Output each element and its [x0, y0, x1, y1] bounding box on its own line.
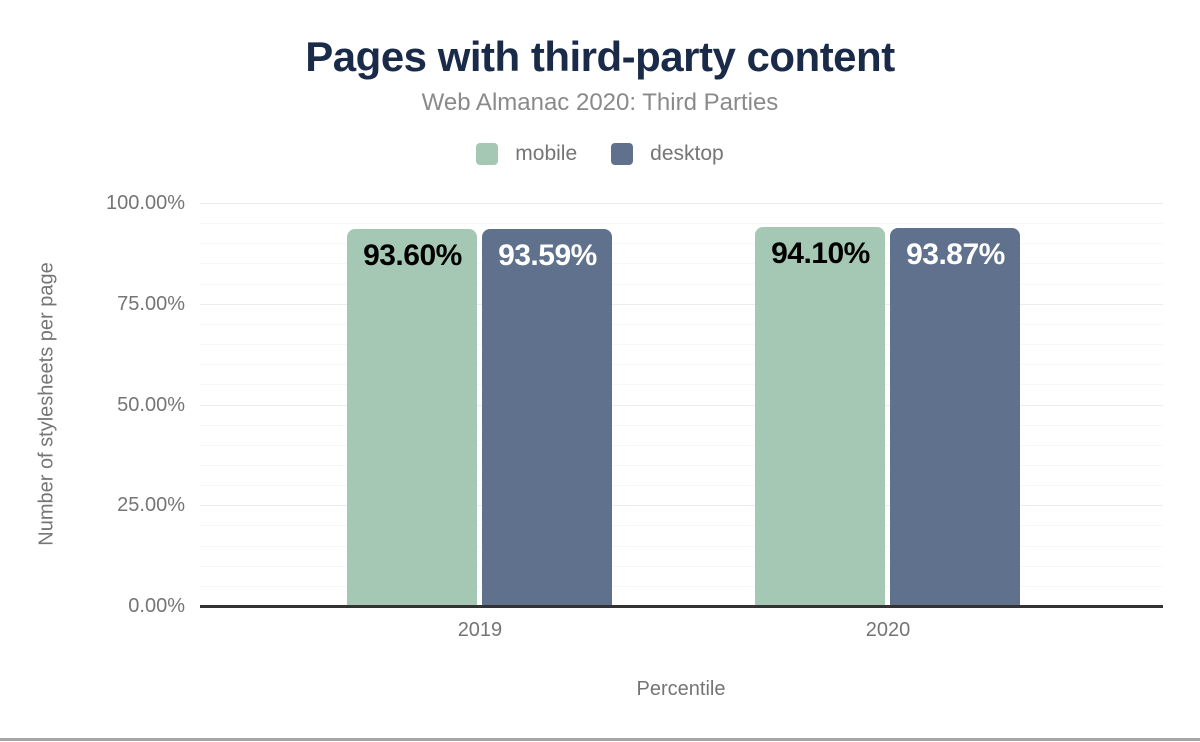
x-axis-tick-label-2020: 2020 — [865, 619, 911, 641]
gridline-5 — [200, 585, 1163, 587]
chart-subtitle: Web Almanac 2020: Third Parties — [421, 89, 779, 116]
y-axis-tick-label: 25.00% — [117, 494, 185, 517]
gridline-25 — [200, 505, 1163, 507]
gridline-75 — [200, 303, 1163, 305]
y-axis-tick-label: 100.00% — [106, 192, 185, 214]
gridline-70 — [200, 323, 1163, 325]
plot-area: 93.60% 93.59% 94.10% 93.87% — [200, 203, 1163, 606]
bar-value-label: 93.60% — [363, 238, 462, 272]
y-axis-tick-label: 0.00% — [128, 595, 185, 617]
gridline-55 — [200, 384, 1163, 386]
x-axis-tick-label-2019: 2019 — [457, 619, 503, 641]
chart-title: Pages with third-party content — [305, 33, 895, 80]
legend-swatch-mobile — [476, 143, 499, 165]
gridline-45 — [200, 424, 1163, 426]
bar-value-label: 93.87% — [906, 237, 1005, 271]
legend-item-mobile: mobile — [476, 142, 577, 166]
gridline-80 — [200, 283, 1163, 285]
gridline-95 — [200, 223, 1163, 225]
gridline-40 — [200, 444, 1163, 446]
gridline-65 — [200, 344, 1163, 346]
bar-value-label: 94.10% — [771, 236, 870, 270]
bar-desktop-2020: 93.87% — [890, 227, 1021, 606]
gridline-30 — [200, 485, 1163, 487]
gridline-60 — [200, 364, 1163, 366]
bar-desktop-2019: 93.59% — [482, 228, 613, 606]
gridline-85 — [200, 263, 1163, 265]
gridline-20 — [200, 525, 1163, 527]
x-axis-title: Percentile — [636, 678, 726, 700]
y-axis-tick-label: 75.00% — [117, 292, 185, 315]
bar-mobile-2019: 93.60% — [347, 228, 478, 606]
gridline-100 — [200, 203, 1163, 204]
x-axis-line — [200, 605, 1163, 608]
bar-mobile-2020: 94.10% — [755, 226, 886, 606]
gridline-10 — [200, 565, 1163, 567]
bar-value-label: 93.59% — [498, 238, 597, 272]
gridline-50 — [200, 404, 1163, 406]
gridline-15 — [200, 545, 1163, 547]
y-axis-tick-label: 50.00% — [117, 393, 185, 416]
legend: mobile desktop — [0, 142, 1200, 166]
gridline-90 — [200, 243, 1163, 245]
legend-swatch-desktop — [611, 143, 634, 165]
gridline-35 — [200, 464, 1163, 466]
legend-item-desktop: desktop — [611, 142, 724, 166]
legend-label-desktop: desktop — [650, 142, 724, 165]
legend-label-mobile: mobile — [515, 142, 578, 165]
bottom-divider — [0, 738, 1200, 741]
